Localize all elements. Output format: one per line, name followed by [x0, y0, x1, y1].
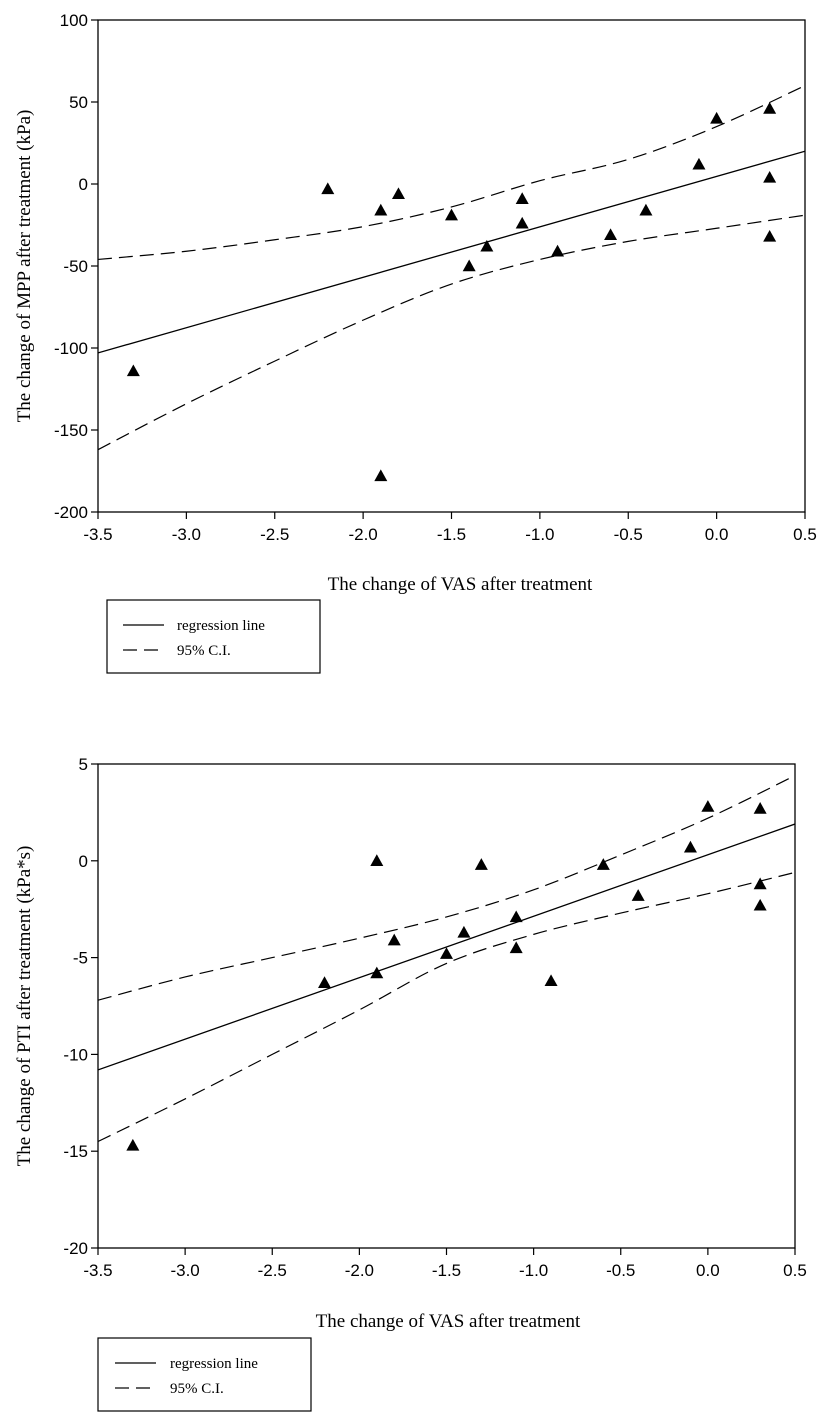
data-point-triangle	[604, 228, 618, 241]
y-tick-label: -5	[73, 949, 88, 968]
y-tick-label: 0	[79, 175, 88, 194]
data-point-triangle	[515, 216, 529, 229]
y-tick-label: 100	[60, 11, 88, 30]
legend-box	[106, 599, 321, 674]
x-tick-label: -2.0	[348, 525, 377, 544]
legend: regression line 95% C.I.	[106, 599, 321, 674]
y-tick-label: -15	[63, 1142, 88, 1161]
data-point-triangle	[391, 187, 405, 200]
x-tick-label: -2.5	[260, 525, 289, 544]
y-tick-label: 0	[79, 852, 88, 871]
data-point-triangle	[374, 203, 388, 216]
legend: regression line 95% C.I.	[97, 1337, 312, 1412]
data-point-triangle	[387, 933, 401, 946]
data-point-triangle	[551, 244, 565, 257]
data-point-triangle	[440, 947, 453, 959]
data-point-triangle	[374, 469, 388, 482]
data-point-triangle	[596, 858, 610, 870]
x-tick-label: 0.0	[696, 1261, 720, 1280]
x-tick-label: -0.5	[614, 525, 643, 544]
x-axis-title: The change of VAS after treatment	[328, 574, 593, 595]
data-point-triangle	[462, 259, 476, 272]
data-point-triangle	[753, 802, 767, 814]
data-point-triangle	[126, 364, 140, 377]
x-tick-label: 0.5	[783, 1261, 807, 1280]
chart-pti: The change of VAS after treatment The ch…	[14, 755, 807, 1412]
data-point-triangle	[639, 203, 653, 216]
x-tick-label: -2.0	[345, 1261, 374, 1280]
data-point-triangle	[474, 858, 488, 870]
legend-label-regression-line: regression line	[170, 1356, 258, 1372]
legend-label-ci: 95% C.I.	[170, 1381, 224, 1397]
y-tick-label: -200	[54, 503, 88, 522]
x-tick-label: -2.5	[258, 1261, 287, 1280]
ci-upper-curve	[98, 775, 795, 1001]
data-point-triangle	[370, 854, 384, 866]
y-tick-label: -10	[63, 1045, 88, 1064]
ci-lower-curve	[98, 214, 805, 451]
data-point-triangle	[692, 157, 706, 170]
x-axis-title: The change of VAS after treatment	[316, 1311, 581, 1332]
data-point-triangle	[126, 1138, 140, 1151]
x-tick-label: -3.5	[83, 525, 112, 544]
ci-upper-curve	[98, 85, 805, 261]
regression-line	[98, 823, 795, 1071]
x-tick-label: -1.5	[437, 525, 466, 544]
data-point-triangle	[753, 898, 767, 911]
y-tick-label: -50	[63, 257, 88, 276]
y-tick-label: -20	[63, 1239, 88, 1258]
x-tick-label: -3.0	[172, 525, 201, 544]
data-point-triangle	[763, 170, 777, 183]
data-point-triangle	[480, 239, 494, 252]
x-tick-label: -1.5	[432, 1261, 461, 1280]
data-point-triangle	[701, 800, 715, 812]
data-point-triangle	[631, 889, 645, 901]
x-tick-label: -3.5	[83, 1261, 112, 1280]
legend-label-ci: 95% C.I.	[177, 643, 231, 659]
y-tick-label: 50	[69, 93, 88, 112]
data-point-triangle	[753, 877, 767, 890]
x-tick-label: -3.0	[170, 1261, 199, 1280]
data-point-triangle	[710, 111, 724, 124]
x-tick-label: -0.5	[606, 1261, 635, 1280]
data-point-triangle	[544, 974, 558, 987]
data-point-triangle	[457, 925, 471, 938]
y-tick-label: -100	[54, 339, 88, 358]
chart-mpp: The change of VAS after treatment The ch…	[14, 11, 817, 674]
x-tick-label: -1.0	[525, 525, 554, 544]
data-point-triangle	[318, 976, 332, 988]
data-point-triangle	[370, 966, 384, 979]
y-tick-label: 5	[79, 755, 88, 774]
x-tick-label: 0.5	[793, 525, 817, 544]
regression-line	[98, 150, 805, 354]
legend-label-regression-line: regression line	[177, 618, 265, 634]
y-tick-label: -150	[54, 421, 88, 440]
data-point-triangle	[683, 840, 697, 853]
data-point-triangle	[509, 910, 523, 923]
data-point-triangle	[321, 182, 335, 195]
legend-box	[97, 1337, 312, 1412]
ci-lower-curve	[98, 871, 795, 1143]
data-point-triangle	[445, 208, 458, 221]
data-point-triangle	[763, 102, 777, 114]
y-axis-title: The change of PTI after treatment (kPa*s…	[14, 846, 35, 1167]
y-axis-title: The change of MPP after treatment (kPa)	[14, 110, 35, 423]
x-tick-label: 0.0	[705, 525, 729, 544]
x-tick-label: -1.0	[519, 1261, 548, 1280]
data-point-triangle	[509, 941, 523, 954]
data-point-triangle	[763, 229, 777, 242]
data-point-triangle	[515, 192, 529, 204]
